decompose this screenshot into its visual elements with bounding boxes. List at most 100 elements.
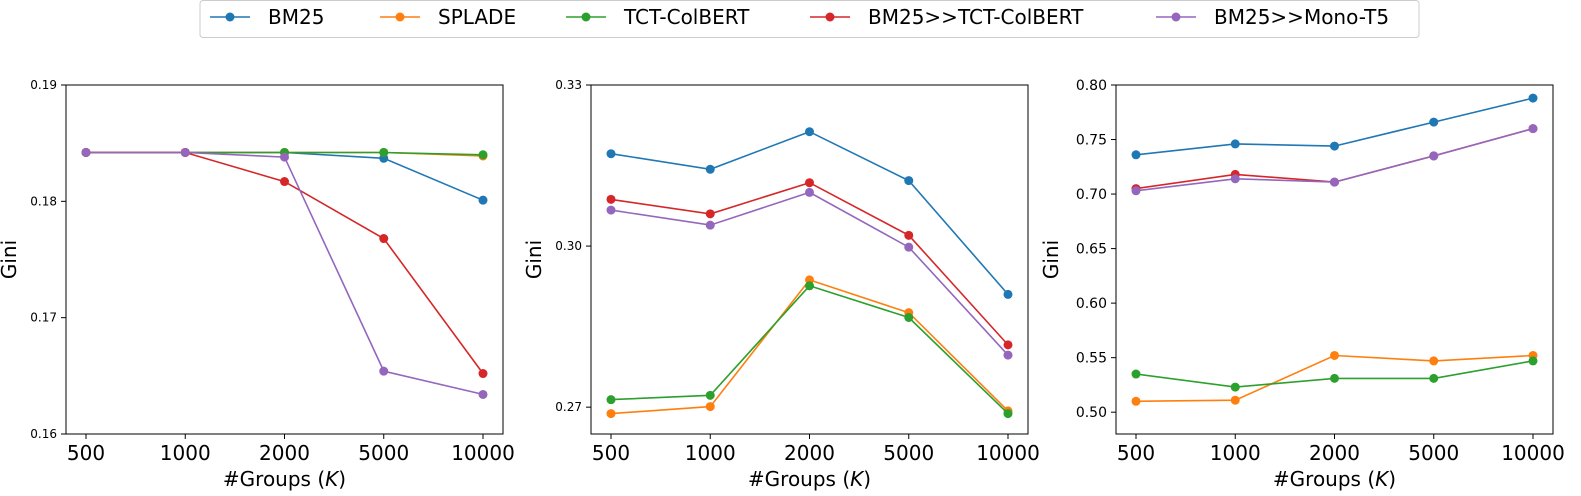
legend-entry: BM25>>Mono-T5 <box>1156 5 1389 29</box>
x-tick-label: 2000 <box>784 441 835 465</box>
data-point <box>1330 177 1339 187</box>
x-tick-label: 500 <box>67 441 105 465</box>
chart-panel-3: 0.50 0.55 0.60 0.65 0.70 0.75 0.80 500 1000 2000 5… <box>1039 78 1565 491</box>
series-bm25-mono-t5 <box>606 187 1013 360</box>
data-point <box>1230 382 1240 392</box>
x-axis-label: #Groups (K) <box>748 467 871 491</box>
data-point <box>705 402 715 412</box>
series-tct-colbert <box>606 281 1013 419</box>
x-tick-label: 2000 <box>259 441 310 465</box>
legend-label: BM25>>TCT-ColBERT <box>868 5 1084 29</box>
x-tick-label: 5000 <box>358 441 409 465</box>
y-tick-label: 0.18 <box>30 194 57 208</box>
data-point <box>81 147 91 157</box>
data-point <box>606 395 616 405</box>
data-point <box>805 178 814 188</box>
data-point <box>1528 356 1538 366</box>
legend: BM25 SPLADE TCT-ColBERT BM25>>TCT-ColBERT BM… <box>199 0 1420 38</box>
y-tick-label: 0.16 <box>30 427 57 441</box>
data-point <box>1003 289 1013 299</box>
data-point <box>1003 340 1013 350</box>
legend-swatch-marker <box>581 12 591 22</box>
y-tick-label: 0.55 <box>1076 351 1107 367</box>
data-point <box>1003 409 1013 419</box>
x-tick-label: 10000 <box>451 441 515 465</box>
data-point <box>280 152 289 162</box>
data-point <box>606 409 616 419</box>
series-bm25 <box>606 127 1013 299</box>
legend-swatch-marker <box>395 12 405 22</box>
data-point <box>606 149 616 159</box>
series-bm25-mono-t5 <box>1131 124 1538 196</box>
y-tick-label: 0.50 <box>1076 405 1107 421</box>
data-point <box>1230 395 1240 405</box>
plot-frame <box>590 84 1029 435</box>
data-point <box>1429 151 1439 161</box>
data-point <box>478 389 488 399</box>
data-point <box>1429 373 1439 383</box>
legend-label: TCT-ColBERT <box>623 5 750 29</box>
data-point <box>606 205 616 215</box>
data-point <box>1330 373 1339 383</box>
series-line <box>610 284 1009 415</box>
chart-panel-1: 0.16 0.17 0.18 0.19 500 1000 2000 5000 10000 #Gro… <box>0 78 515 491</box>
legend-label: BM25 <box>268 5 324 29</box>
legend-entry: BM25>>TCT-ColBERT <box>810 5 1084 29</box>
data-point <box>705 209 715 219</box>
data-point <box>606 194 616 204</box>
x-tick-label: 10000 <box>1501 441 1565 465</box>
data-point <box>1230 174 1240 184</box>
x-tick-label: 5000 <box>883 441 934 465</box>
series-bm25-mono-t5 <box>81 147 488 399</box>
data-point <box>1429 356 1439 366</box>
data-point <box>1003 350 1013 360</box>
y-tick-label: 0.65 <box>1076 242 1107 258</box>
legend-swatch-marker <box>1171 12 1181 22</box>
y-tick-label: 0.33 <box>555 78 582 92</box>
data-point <box>478 369 488 379</box>
legend-entry: SPLADE <box>380 5 516 29</box>
chart-panel-2: 0.27 0.30 0.33 500 1000 2000 5000 10000 #Groups … <box>522 78 1040 491</box>
data-point <box>904 176 914 186</box>
x-tick-label: 10000 <box>976 441 1040 465</box>
x-tick-label: 500 <box>1117 441 1155 465</box>
data-point <box>379 234 389 244</box>
data-point <box>1429 117 1439 127</box>
series-line <box>610 278 1009 415</box>
x-tick-label: 500 <box>592 441 630 465</box>
series-line <box>86 151 484 396</box>
series-line <box>610 130 1009 295</box>
data-point <box>379 147 389 157</box>
series-bm25-tct-colbert <box>606 178 1013 350</box>
y-tick-label: 0.27 <box>555 400 582 414</box>
plot-frame <box>65 84 504 435</box>
data-point <box>1330 350 1339 360</box>
x-tick-label: 1000 <box>685 441 736 465</box>
legend-swatch-marker <box>825 12 835 22</box>
x-axis-label: #Groups (K) <box>1273 467 1396 491</box>
data-point <box>904 230 914 240</box>
data-point <box>1528 93 1538 103</box>
data-point <box>1528 124 1538 134</box>
series-tct-colbert <box>1131 356 1538 392</box>
data-point <box>805 187 814 197</box>
y-tick-label: 0.80 <box>1076 78 1107 94</box>
legend-entry: BM25 <box>210 5 324 29</box>
data-point <box>280 177 289 187</box>
series-bm25 <box>1131 93 1538 160</box>
y-axis-label: Gini <box>522 240 546 279</box>
data-point <box>1131 396 1141 406</box>
y-tick-label: 0.19 <box>30 78 57 92</box>
y-tick-label: 0.70 <box>1076 187 1107 203</box>
data-point <box>1230 139 1240 149</box>
data-point <box>379 366 389 376</box>
data-point <box>1131 186 1141 196</box>
legend-entry: TCT-ColBERT <box>566 5 750 29</box>
series-line <box>610 181 1009 346</box>
data-point <box>1131 369 1141 379</box>
data-point <box>478 195 488 205</box>
data-point <box>805 127 814 137</box>
data-point <box>478 150 488 160</box>
legend-swatch-marker <box>225 12 235 22</box>
